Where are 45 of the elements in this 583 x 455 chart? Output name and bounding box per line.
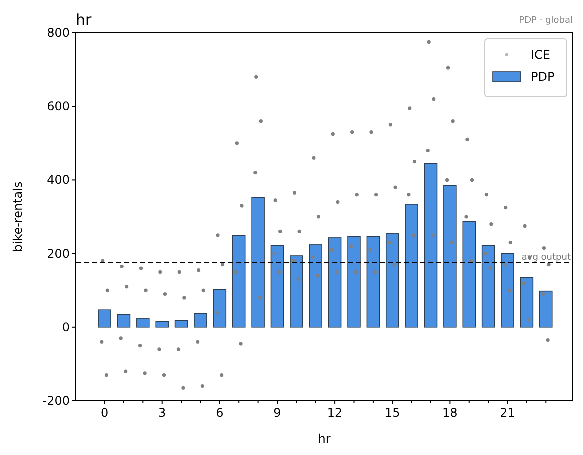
y-tick-label: 200: [47, 246, 70, 261]
x-tick-label: 21: [500, 406, 516, 420]
bar: [348, 236, 361, 328]
legend-label: PDP: [531, 70, 555, 84]
bar: [386, 234, 400, 328]
bar: [232, 235, 246, 328]
y-tick-label: 800: [47, 26, 70, 40]
chart-title: hr: [76, 11, 93, 29]
y-tick-label: -200: [42, 394, 70, 408]
bar: [540, 290, 553, 328]
x-axis-title: hr: [318, 432, 331, 446]
bar: [194, 313, 208, 328]
text: PDP · global: [519, 16, 573, 26]
bar: [213, 289, 227, 328]
bar: [270, 245, 284, 328]
bar: [520, 277, 534, 328]
bar: [290, 256, 304, 328]
x-tick-label: 12: [327, 406, 343, 420]
x-tick-label: 9: [274, 406, 282, 420]
bar: [366, 236, 380, 328]
bar: [252, 197, 265, 328]
bar: [405, 204, 418, 328]
x-tick-label: 18: [442, 406, 458, 420]
x-tick-label: 3: [158, 406, 166, 420]
y-tick-label: 0: [62, 320, 70, 334]
bar: [424, 163, 438, 328]
bar: [482, 245, 496, 328]
y-axis-title: bike-rentals: [11, 182, 25, 252]
bar: [501, 253, 514, 328]
x-tick-label: 0: [100, 406, 109, 420]
bar: [309, 244, 322, 328]
bar: [462, 221, 476, 328]
bar: [98, 310, 112, 328]
ref-line-label: avg output: [522, 253, 572, 263]
x-tick-label: 15: [384, 406, 400, 420]
legend-label: ICE: [531, 48, 550, 62]
x-tick-label: 6: [216, 406, 224, 420]
bar: [174, 320, 188, 328]
bar: [328, 238, 342, 328]
bar: [156, 321, 169, 328]
bar: [444, 185, 457, 328]
bar: [117, 314, 131, 328]
y-tick-label: 600: [47, 100, 70, 114]
y-tick-label: 400: [47, 173, 70, 188]
bar: [136, 318, 150, 328]
